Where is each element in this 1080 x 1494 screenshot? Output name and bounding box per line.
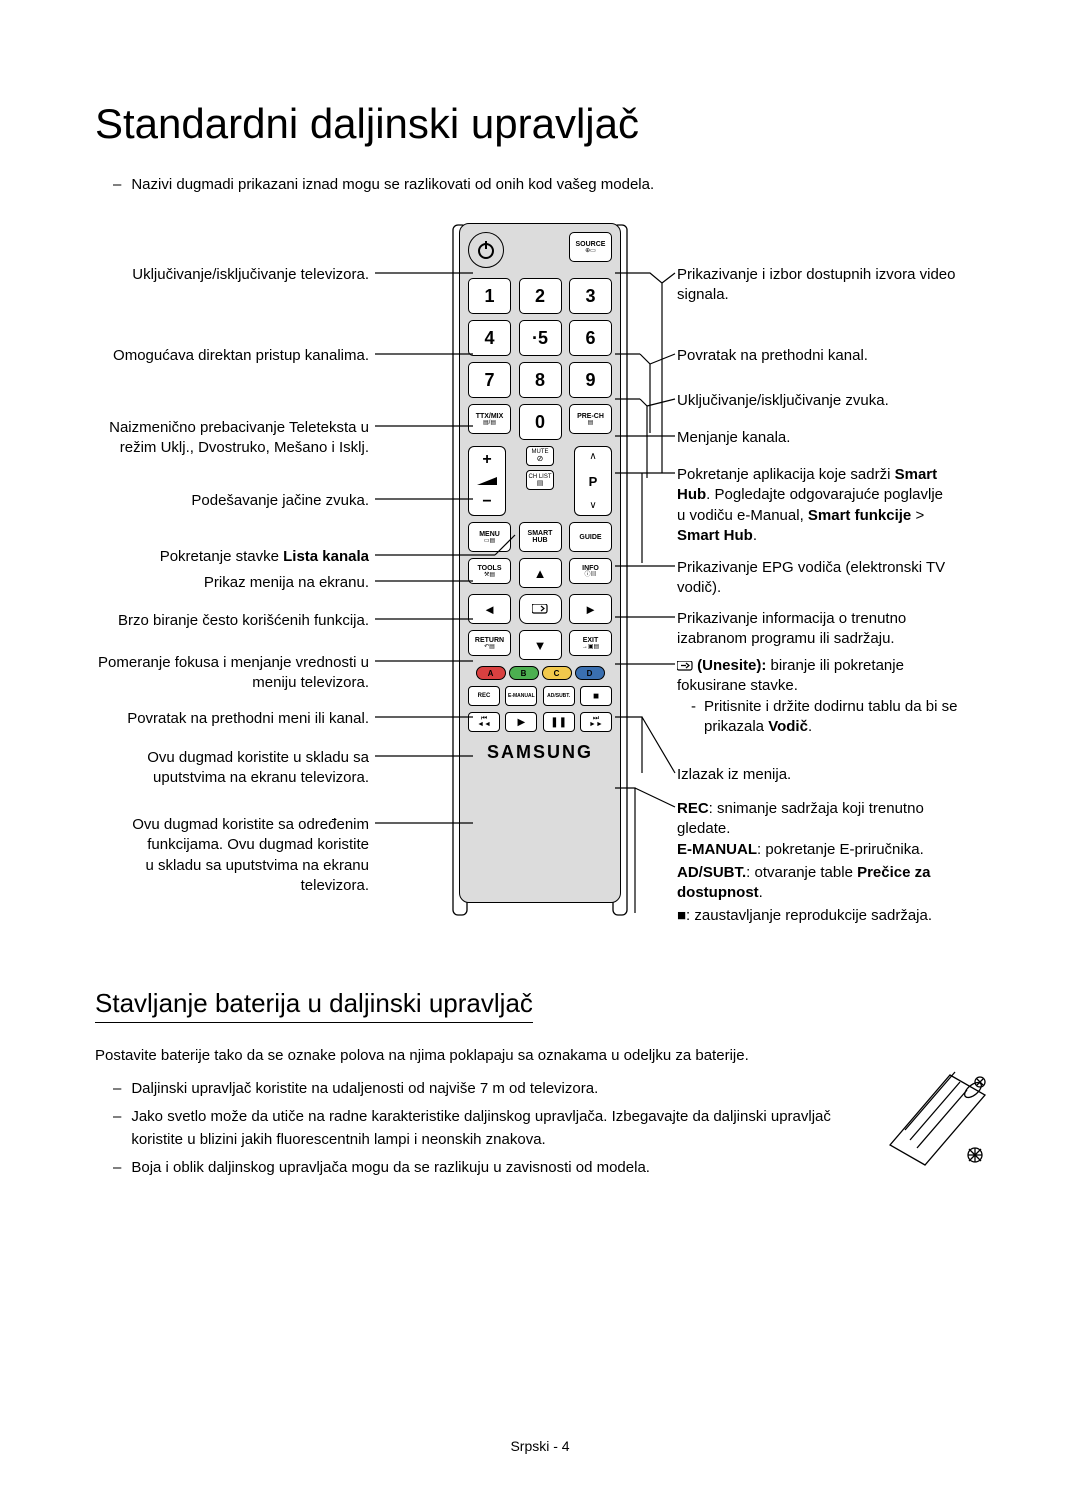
color-b: B bbox=[509, 666, 539, 680]
num-8: 8 bbox=[519, 362, 562, 398]
num-2: 2 bbox=[519, 278, 562, 314]
ttx-button: TTX/MIX▤/▤ bbox=[468, 404, 511, 434]
guide-button: GUIDE bbox=[569, 522, 612, 552]
callout-right: Menjanje kanala. bbox=[677, 428, 987, 448]
callout-right: Prikazivanje i izbor dostupnih izvora vi… bbox=[677, 265, 987, 306]
remote-illustration: SOURCE ⊕▭ 1 2 3 4 ·5 6 7 8 9 TTX/MIX▤/ bbox=[451, 223, 629, 923]
info-button: INFOⓘ▤ bbox=[569, 558, 612, 584]
callout-left: Naizmenično prebacivanje Teleteksta urež… bbox=[89, 418, 369, 459]
callout-right: REC: snimanje sadržaja koji trenutnogled… bbox=[677, 799, 987, 840]
prev-rewind-button: ⏮◄◄ bbox=[468, 712, 500, 732]
callout-right: Prikazivanje informacija o trenutnoizabr… bbox=[677, 609, 987, 650]
batteries-section: Postavite baterije tako da se oznake pol… bbox=[95, 1045, 985, 1180]
nav-enter bbox=[519, 594, 562, 624]
callout-right: Pokretanje aplikacija koje sadrži SmartH… bbox=[677, 465, 987, 546]
num-9: 9 bbox=[569, 362, 612, 398]
num-5: ·5 bbox=[519, 320, 562, 356]
volume-rocker: + − bbox=[468, 446, 506, 516]
callout-left: Prikaz menija na ekranu. bbox=[89, 573, 369, 593]
callout-left: Pokretanje stavke Lista kanala bbox=[89, 547, 369, 567]
nav-right: ► bbox=[569, 594, 612, 624]
callout-right: ■: zaustavljanje reprodukcije sadržaja. bbox=[677, 906, 987, 926]
pause-button: ❚❚ bbox=[543, 712, 575, 732]
next-ff-button: ⏭►► bbox=[580, 712, 612, 732]
nav-left: ◄ bbox=[468, 594, 511, 624]
menu-button: MENU▭▤ bbox=[468, 522, 511, 552]
play-button: ▶ bbox=[505, 712, 537, 732]
color-a: A bbox=[476, 666, 506, 680]
batteries-heading: Stavljanje baterija u daljinski upravlja… bbox=[95, 988, 533, 1023]
num-4: 4 bbox=[468, 320, 511, 356]
tools-button: TOOLS⚒▤ bbox=[468, 558, 511, 584]
color-d: D bbox=[575, 666, 605, 680]
callout-left: Ovu dugmad koristite sa određenimfunkcij… bbox=[89, 815, 369, 896]
stop-button: ■ bbox=[580, 686, 612, 706]
source-button: SOURCE ⊕▭ bbox=[569, 232, 612, 262]
chlist-button: CH LIST▤ bbox=[526, 470, 554, 490]
callout-left: Povratak na prethodni meni ili kanal. bbox=[89, 709, 369, 729]
return-button: RETURN↶▤ bbox=[468, 630, 511, 656]
power-button bbox=[468, 232, 504, 268]
callout-left: Podešavanje jačine zvuka. bbox=[89, 491, 369, 511]
smarthub-button: SMARTHUB bbox=[519, 522, 562, 552]
color-row: A B C D bbox=[468, 666, 612, 680]
dash: – bbox=[113, 176, 121, 193]
channel-rocker: ∧ P ∨ bbox=[574, 446, 612, 516]
num-1: 1 bbox=[468, 278, 511, 314]
adsubt-button: AD/SUBT. bbox=[543, 686, 575, 706]
mute-button: MUTE⊘ bbox=[526, 446, 554, 466]
callout-right: Povratak na prethodni kanal. bbox=[677, 346, 987, 366]
page-title: Standardni daljinski upravljač bbox=[95, 100, 985, 148]
num-6: 6 bbox=[569, 320, 612, 356]
callout-right: (Unesite): biranje ili pokretanjefokusir… bbox=[677, 656, 987, 697]
num-7: 7 bbox=[468, 362, 511, 398]
callout-left: Brzo biranje često korišćenih funkcija. bbox=[89, 611, 369, 631]
remote-diagram: SOURCE ⊕▭ 1 2 3 4 ·5 6 7 8 9 TTX/MIX▤/ bbox=[95, 223, 985, 943]
callout-left: Omogućava direktan pristup kanalima. bbox=[89, 346, 369, 366]
callout-left: Uključivanje/isključivanje televizora. bbox=[89, 265, 369, 285]
rec-button: REC bbox=[468, 686, 500, 706]
battery-list-item: –Boja i oblik daljinskog upravljača mogu… bbox=[95, 1157, 835, 1180]
num-0: 0 bbox=[519, 404, 562, 440]
samsung-logo: SAMSUNG bbox=[468, 742, 612, 763]
nav-up: ▲ bbox=[519, 558, 562, 588]
callout-left: Ovu dugmad koristite u skladu sauputstvi… bbox=[89, 748, 369, 789]
battery-illustration bbox=[875, 1050, 995, 1180]
prech-button: PRE-CH▤ bbox=[569, 404, 612, 434]
callout-left: Pomeranje fokusa i menjanje vrednosti um… bbox=[89, 653, 369, 694]
callout-right: -Pritisnite i držite dodirnu tablu da bi… bbox=[677, 697, 987, 738]
subtitle-text: Nazivi dugmadi prikazani iznad mogu se r… bbox=[131, 176, 654, 193]
emanual-button: E-MANUAL bbox=[505, 686, 537, 706]
callout-right: E-MANUAL: pokretanje E-priručnika. bbox=[677, 840, 987, 860]
color-c: C bbox=[542, 666, 572, 680]
page-footer: Srpski - 4 bbox=[0, 1438, 1080, 1454]
callout-right: Uključivanje/isključivanje zvuka. bbox=[677, 391, 987, 411]
subtitle-row: – Nazivi dugmadi prikazani iznad mogu se… bbox=[95, 176, 985, 193]
nav-down: ▼ bbox=[519, 630, 562, 660]
exit-button: EXIT→▣▤ bbox=[569, 630, 612, 656]
callout-right: Izlazak iz menija. bbox=[677, 765, 987, 785]
callout-right: AD/SUBT.: otvaranje table Prečice zadost… bbox=[677, 863, 987, 904]
num-3: 3 bbox=[569, 278, 612, 314]
callout-right: Prikazivanje EPG vodiča (elektronski TVv… bbox=[677, 558, 987, 599]
battery-list-item: –Jako svetlo može da utiče na radne kara… bbox=[95, 1106, 835, 1151]
batteries-intro: Postavite baterije tako da se oznake pol… bbox=[95, 1045, 835, 1068]
battery-list-item: –Daljinski upravljač koristite na udalje… bbox=[95, 1078, 835, 1101]
